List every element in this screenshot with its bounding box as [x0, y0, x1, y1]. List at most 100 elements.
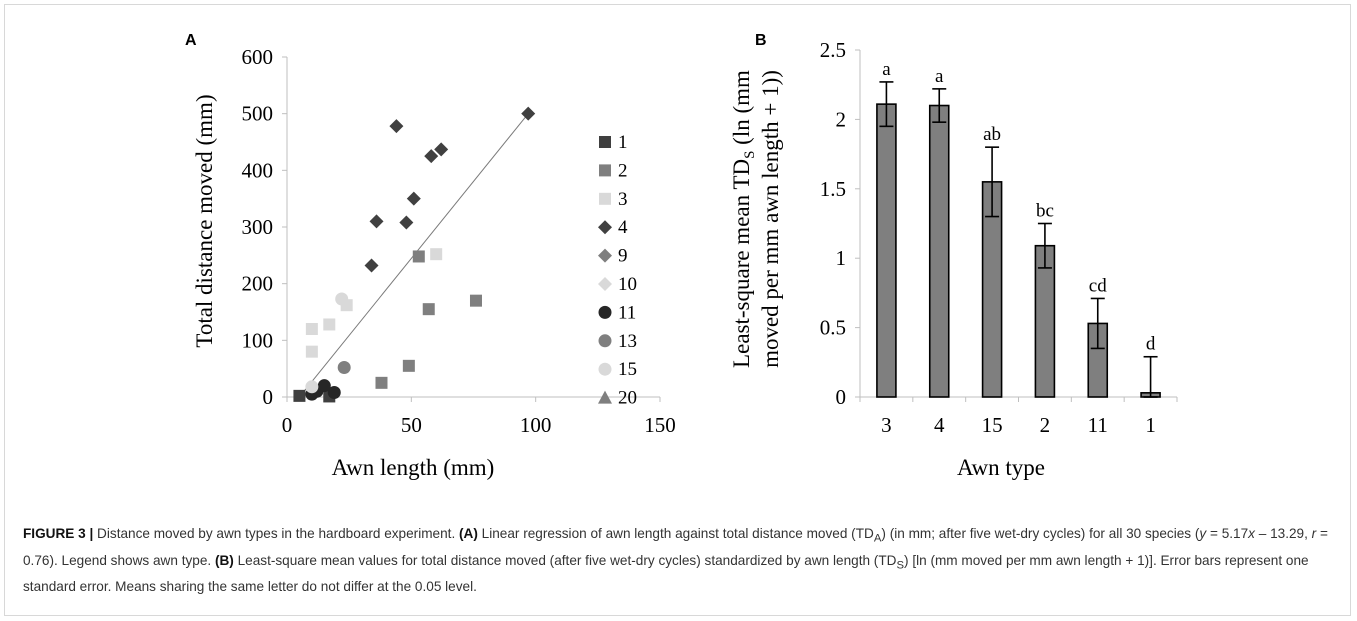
legend-marker-2: [599, 164, 611, 177]
caption-text-1: Distance moved by awn types in the hardb…: [93, 526, 459, 541]
caption-text-4: = 5.17: [1206, 526, 1249, 541]
panel-b-category-label: 1: [1145, 413, 1156, 437]
panel-a-y-axis-title: Total distance moved (mm): [192, 94, 217, 347]
data-point-type-13: [337, 361, 351, 375]
legend-label-1: 1: [618, 132, 628, 153]
data-point-type-4: [521, 106, 536, 121]
legend-marker-20: [598, 390, 612, 404]
caption-text-3: ) (in mm; after five wet-dry cycles) for…: [881, 526, 1200, 541]
panel-a-x-tick-label: 150: [644, 413, 676, 437]
panel-b-category-label: 2: [1040, 413, 1051, 437]
legend-label-15: 15: [618, 359, 637, 380]
data-point-type-4: [399, 215, 414, 230]
caption-text-7: Least-square mean values for total dista…: [233, 552, 897, 568]
caption-eq-y: y: [1199, 526, 1207, 541]
legend-marker-3: [599, 192, 611, 205]
significance-letter-3: a: [882, 59, 891, 80]
panel-b-category-label: 3: [881, 413, 892, 437]
panel-b-y-tick-label: 0: [836, 385, 847, 409]
panel-a-y-tick-label: 400: [242, 158, 274, 182]
panel-a-x-axis-title: Awn length (mm): [332, 455, 495, 480]
panel-a-label: A: [185, 32, 197, 49]
panel-a: A 0 100 200 300 400 500 600 0 50 100 150 1 2 3 4 9 10 11…: [185, 32, 676, 480]
data-point-type-15: [335, 292, 349, 306]
panel-b-y-title-rest: (ln (mm: [729, 70, 754, 151]
figure-frame: A 0 100 200 300 400 500 600 0 50 100 150 1 2 3 4 9 10 11…: [4, 4, 1351, 616]
caption-panel-a-ref: (A): [459, 526, 478, 541]
panel-a-x-tick-label: 100: [520, 413, 552, 437]
panel-a-legend: 1 2 3 4 9 10 11 13 15 20: [598, 132, 637, 409]
legend-marker-4: [598, 220, 612, 235]
panel-b-tick-labels: 00.511.522.53 4 15 2 11 1: [820, 38, 1156, 437]
legend-marker-11: [598, 305, 612, 319]
legend-label-11: 11: [618, 302, 636, 323]
panel-a-y-tick-label: 100: [242, 328, 274, 352]
panel-b-x-axis-title: Awn type: [957, 455, 1045, 480]
panel-b-y-tick-label: 1.5: [820, 177, 846, 201]
legend-label-2: 2: [618, 160, 628, 181]
figure-caption: FIGURE 3 | Distance moved by awn types i…: [23, 523, 1341, 597]
caption-eq-x: x: [1248, 526, 1255, 541]
caption-eq-r: r: [1311, 526, 1317, 541]
legend-marker-15: [598, 362, 612, 376]
significance-letter-4: a: [935, 66, 944, 87]
caption-text-8: ) [ln (mm moved per mm awn length + 1)].…: [23, 552, 1309, 595]
data-point-type-15: [305, 380, 319, 394]
panel-a-points: [293, 106, 536, 403]
caption-text-6: = 0.76). Legend shows awn type.: [23, 526, 1328, 568]
data-point-type-3: [305, 345, 318, 358]
data-point-type-2: [422, 303, 435, 316]
panel-b-bars: a a ab bc cd d: [876, 59, 1161, 398]
panel-a-y-tick-label: 600: [242, 45, 274, 69]
panel-b-y-axis-title: Least-square mean TDS (ln (mm moved per …: [729, 70, 783, 368]
data-point-type-4: [406, 191, 421, 206]
data-point-type-4: [434, 142, 449, 157]
legend-marker-10: [598, 277, 612, 291]
panel-a-x-tick-label: 0: [282, 413, 293, 437]
panel-a-tick-labels: 0 100 200 300 400 500 600 0 50 100 150: [242, 45, 676, 437]
data-point-type-4: [389, 119, 404, 134]
panel-b-y-title-main: Least-square mean TD: [729, 159, 754, 368]
panel-b-category-label: 11: [1088, 413, 1108, 437]
panel-a-x-tick-label: 50: [401, 413, 422, 437]
panel-b-y-tick-label: 2.5: [820, 38, 846, 62]
caption-subscript-a: A: [873, 532, 882, 545]
data-point-type-3: [323, 318, 336, 331]
data-point-type-2: [469, 294, 482, 307]
significance-letter-2: bc: [1036, 201, 1054, 222]
legend-label-20: 20: [618, 388, 637, 409]
legend-label-4: 4: [618, 217, 628, 238]
legend-marker-1: [599, 136, 611, 148]
data-point-type-4: [424, 149, 439, 164]
panel-b-y-title-subscript: S: [742, 151, 758, 159]
data-point-type-1: [293, 389, 306, 402]
legend-marker-9: [598, 248, 612, 263]
panel-a-y-tick-label: 0: [263, 385, 274, 409]
data-point-type-4: [364, 258, 379, 273]
panel-b-y-tick-label: 2: [836, 107, 847, 131]
data-point-type-11: [317, 379, 331, 393]
panel-b-y-title-line1: Least-square mean TDS (ln (mm: [729, 70, 758, 368]
legend-label-10: 10: [618, 274, 637, 295]
caption-subscript-s: S: [896, 559, 905, 572]
bar-awn-type-3: [876, 103, 897, 398]
panel-b-y-tick-label: 1: [836, 246, 847, 270]
panel-b-label: B: [755, 32, 767, 49]
data-point-type-4: [369, 214, 384, 229]
data-point-type-2: [412, 250, 425, 263]
panel-b-category-label: 15: [982, 413, 1003, 437]
bar-awn-type-4: [928, 104, 950, 398]
data-point-type-2: [375, 376, 388, 389]
caption-figure-label: FIGURE 3 |: [23, 526, 94, 541]
data-point-type-3: [430, 248, 443, 261]
panel-b-category-label: 4: [934, 413, 945, 437]
legend-label-3: 3: [618, 189, 628, 210]
caption-panel-b-ref: (B): [214, 552, 234, 568]
significance-letter-11: cd: [1089, 275, 1107, 296]
caption-text-2: Linear regression of awn length against …: [477, 526, 874, 541]
panel-a-y-tick-label: 200: [242, 272, 274, 296]
panel-b-y-tick-label: 0.5: [820, 316, 846, 340]
panel-a-axes: [282, 56, 661, 402]
